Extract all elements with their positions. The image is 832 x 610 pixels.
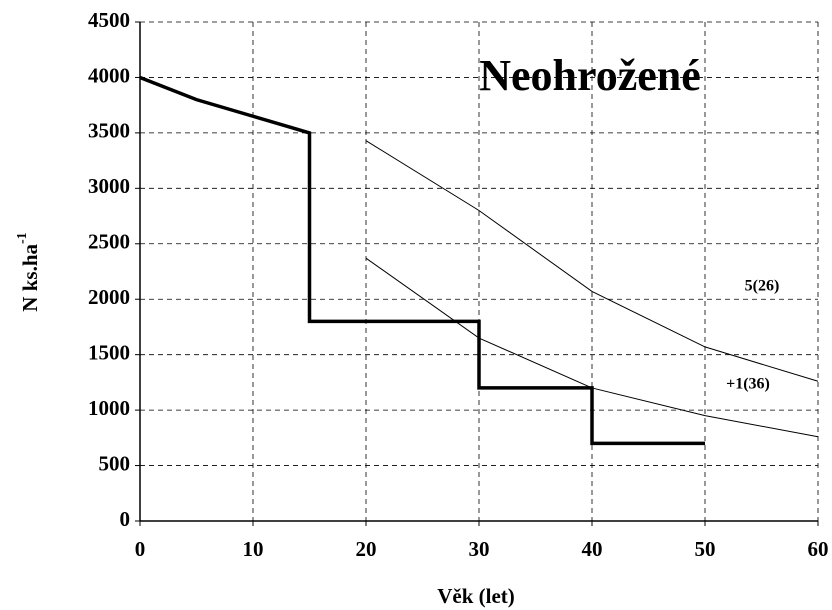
series-line [139,75,705,446]
y-tick-label: 500 [99,451,131,475]
x-axis-label: Věk (let) [437,584,515,608]
y-tick-label: 1000 [88,396,130,420]
series-label: +1(36) [726,376,770,393]
chart-title: Neohrožené [479,51,701,100]
x-tick-label: 20 [356,537,377,561]
x-tick-label: 50 [695,537,716,561]
y-tick-label: 4000 [88,63,130,87]
x-tick-label: 10 [243,537,264,561]
y-tick-label: 2500 [88,230,130,254]
series-line [365,257,819,438]
y-axis-label: N ks.ha-1 [15,232,42,311]
y-axis-label-superscript: -1 [15,232,30,244]
y-tick-label: 3500 [88,119,130,143]
y-tick-label: 2000 [88,285,130,309]
x-tick-label: 30 [469,537,490,561]
y-tick-label: 1500 [88,340,130,364]
y-axis-label-text: N ks.ha [18,243,42,311]
series-label: 5(26) [745,278,780,295]
series-line [365,140,819,382]
x-tick-label: 0 [135,537,146,561]
y-tick-label: 4500 [88,8,130,32]
x-tick-label: 40 [582,537,603,561]
y-tick-label: 0 [120,507,131,531]
x-tick-label: 60 [808,537,829,561]
y-tick-label: 3000 [88,174,130,198]
